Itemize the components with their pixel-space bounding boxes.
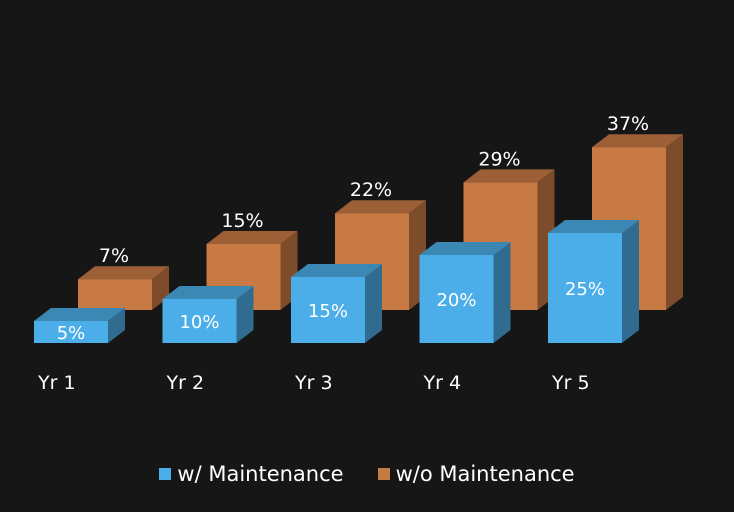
bar-with-maintenance-5-top bbox=[548, 220, 639, 233]
data-label-without-maintenance-1: 7% bbox=[99, 245, 129, 267]
bar-without-maintenance-2-top bbox=[206, 231, 298, 244]
bar-with-maintenance-1-front bbox=[34, 321, 108, 343]
bar-without-maintenance-1-front bbox=[78, 279, 152, 310]
bar-with-maintenance-4-side bbox=[493, 242, 511, 343]
bar-with-maintenance-3-front bbox=[291, 277, 365, 343]
bar-without-maintenance-4-top bbox=[463, 169, 555, 183]
bar-with-maintenance-4-front bbox=[419, 255, 494, 343]
bar-with-maintenance-1 bbox=[34, 308, 125, 343]
data-label-with-maintenance-1: 5% bbox=[57, 323, 86, 344]
bar-without-maintenance-5-side bbox=[666, 134, 683, 310]
legend-item-without-maintenance: w/o Maintenance bbox=[377, 462, 575, 486]
bar-with-maintenance-3-top bbox=[291, 264, 382, 277]
bar-with-maintenance-1-side bbox=[108, 308, 125, 343]
bar-with-maintenance-2-front bbox=[162, 299, 237, 343]
x-tick-label-1: Yr 1 bbox=[37, 372, 76, 394]
data-label-without-maintenance-2: 15% bbox=[221, 210, 263, 232]
legend: w/ Maintenance w/o Maintenance bbox=[0, 462, 734, 486]
bar-with-maintenance-5-side bbox=[622, 220, 639, 343]
x-tick-label-2: Yr 2 bbox=[166, 372, 205, 394]
bar-with-maintenance-2-side bbox=[236, 286, 254, 343]
legend-swatch-without-maintenance bbox=[377, 468, 390, 480]
data-label-without-maintenance-4: 29% bbox=[478, 148, 520, 170]
bar-without-maintenance-3-top bbox=[335, 200, 426, 214]
legend-label-with-maintenance: w/ Maintenance bbox=[177, 462, 344, 486]
bar-with-maintenance-2 bbox=[162, 286, 254, 343]
legend-label-without-maintenance: w/o Maintenance bbox=[395, 462, 575, 486]
bar-with-maintenance-2-top bbox=[162, 286, 254, 299]
legend-swatch-with-maintenance bbox=[159, 468, 172, 480]
bar-with-maintenance-4 bbox=[419, 242, 511, 343]
bar-with-maintenance-5 bbox=[548, 220, 639, 343]
bar-with-maintenance-1-top bbox=[34, 308, 125, 321]
data-label-without-maintenance-5: 37% bbox=[607, 113, 649, 135]
data-label-with-maintenance-2: 10% bbox=[179, 312, 219, 333]
bar-without-maintenance-1-top bbox=[78, 266, 169, 280]
data-label-without-maintenance-3: 22% bbox=[350, 179, 392, 201]
bar-with-maintenance-5-front bbox=[548, 233, 622, 343]
x-tick-label-5: Yr 5 bbox=[551, 372, 590, 394]
bar-without-maintenance-1 bbox=[78, 266, 169, 310]
data-label-with-maintenance-5: 25% bbox=[565, 279, 605, 300]
bar-with-maintenance-4-top bbox=[419, 242, 511, 255]
bar-with-maintenance-3-side bbox=[365, 264, 382, 343]
x-tick-label-3: Yr 3 bbox=[294, 372, 333, 394]
data-label-with-maintenance-3: 15% bbox=[308, 301, 348, 322]
x-tick-label-4: Yr 4 bbox=[423, 372, 462, 394]
legend-item-with-maintenance: w/ Maintenance bbox=[159, 462, 344, 486]
bar-without-maintenance-5-top bbox=[592, 134, 683, 148]
bar-with-maintenance-3 bbox=[291, 264, 382, 343]
data-label-with-maintenance-4: 20% bbox=[436, 290, 476, 311]
